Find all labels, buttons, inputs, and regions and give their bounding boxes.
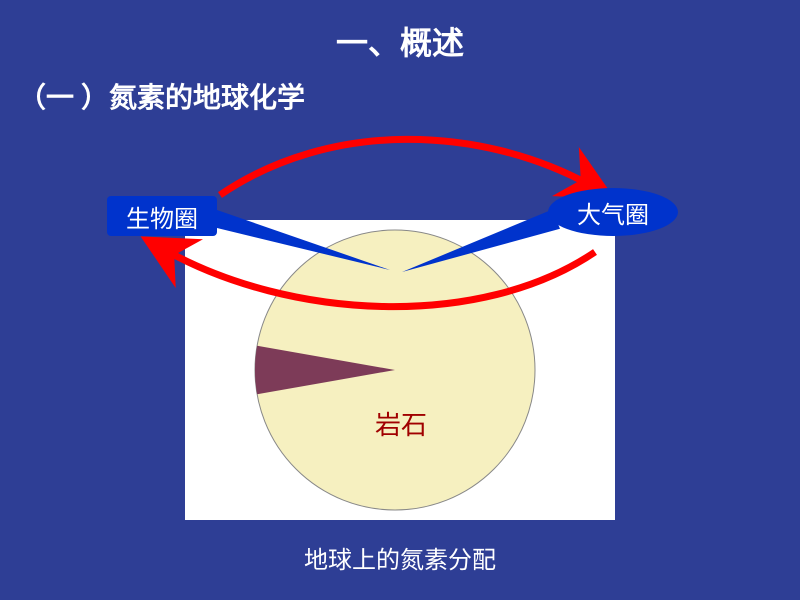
chart-area xyxy=(185,220,615,520)
callout-biosphere: 生物圈 xyxy=(107,196,217,236)
arrow-bio-to-atm xyxy=(220,139,590,195)
page-title: 一、概述 xyxy=(0,18,800,64)
pie-rock-label: 岩石 xyxy=(375,405,427,442)
slide: 一、概述 （一 ）氮素的地球化学 岩石 生物圈 大气圈 地球上的氮素分配 xyxy=(0,0,800,600)
chart-caption: 地球上的氮素分配 xyxy=(0,540,800,575)
callout-biosphere-label: 生物圈 xyxy=(126,199,198,234)
callout-atmosphere: 大气圈 xyxy=(548,188,678,236)
section-subtitle: （一 ）氮素的地球化学 xyxy=(18,76,305,116)
callout-atmosphere-label: 大气圈 xyxy=(577,195,649,230)
